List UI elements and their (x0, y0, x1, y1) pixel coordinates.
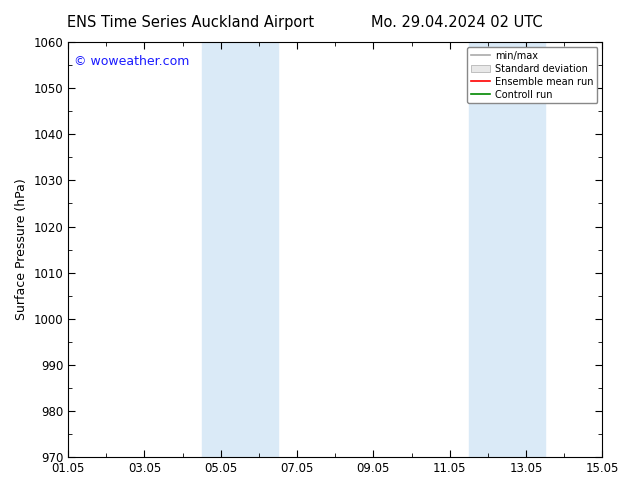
Y-axis label: Surface Pressure (hPa): Surface Pressure (hPa) (15, 179, 28, 320)
Text: Mo. 29.04.2024 02 UTC: Mo. 29.04.2024 02 UTC (371, 15, 542, 30)
Text: © woweather.com: © woweather.com (74, 54, 189, 68)
Bar (240, 42, 278, 457)
Legend: min/max, Standard deviation, Ensemble mean run, Controll run: min/max, Standard deviation, Ensemble me… (467, 47, 597, 103)
Bar (507, 42, 545, 457)
Bar (202, 42, 240, 457)
Bar (469, 42, 507, 457)
Text: ENS Time Series Auckland Airport: ENS Time Series Auckland Airport (67, 15, 314, 30)
